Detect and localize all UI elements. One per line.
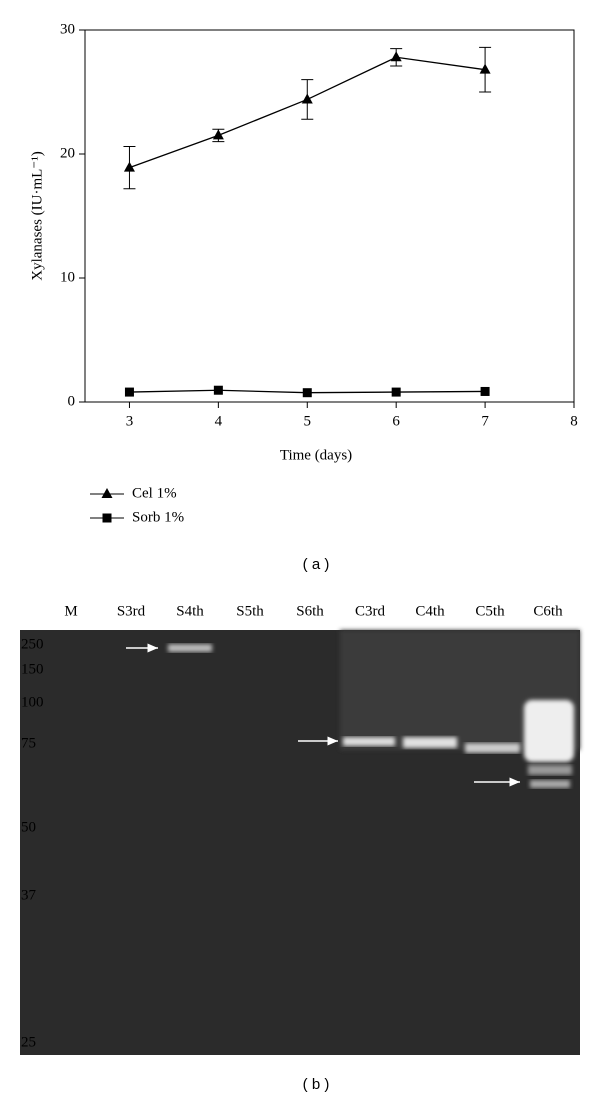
x-tick-label: 5 [304, 413, 312, 429]
gel-band [530, 780, 570, 788]
data-point [480, 386, 490, 396]
marker-label: 150 [21, 661, 44, 677]
y-tick-label: 30 [60, 21, 75, 37]
data-point [123, 161, 135, 172]
lane-label: S6th [296, 603, 324, 619]
x-tick-label: 7 [481, 413, 489, 429]
legend-label: Sorb 1% [132, 509, 184, 525]
caption: ( b ) [303, 1076, 330, 1093]
lane-label: S3rd [117, 603, 146, 619]
x-tick-label: 3 [126, 413, 134, 429]
marker-label: 37 [21, 887, 37, 903]
lane-label: M [64, 603, 77, 619]
caption: ( a ) [303, 556, 330, 573]
marker-label: 50 [21, 819, 36, 835]
gel-image [20, 630, 580, 1055]
x-tick-label: 6 [392, 413, 400, 429]
marker-label: 250 [21, 636, 44, 652]
data-point [479, 63, 491, 74]
marker-label: 75 [21, 735, 36, 751]
legend-marker [101, 488, 113, 498]
lane-label: S4th [176, 603, 204, 619]
marker-label: 100 [21, 694, 44, 710]
data-point [390, 51, 402, 62]
data-point [212, 129, 224, 140]
data-point [213, 385, 223, 395]
y-tick-label: 10 [60, 269, 75, 285]
gel-band [465, 743, 520, 753]
lane-label: S5th [236, 603, 264, 619]
lane-label: C5th [475, 603, 505, 619]
y-tick-label: 20 [60, 145, 75, 161]
y-tick-label: 0 [68, 393, 76, 409]
gel-band [168, 644, 212, 652]
data-point [301, 93, 313, 104]
data-point [124, 387, 134, 397]
lane-label: C6th [533, 603, 563, 619]
gel-band [528, 765, 572, 775]
plot-frame [84, 29, 575, 403]
x-tick-label: 8 [570, 413, 578, 429]
data-point [302, 388, 312, 398]
marker-label: 25 [21, 1034, 36, 1050]
legend-marker [102, 513, 112, 523]
legend-label: Cel 1% [132, 485, 177, 501]
lane-label: C4th [415, 603, 445, 619]
gel-band [403, 737, 457, 748]
data-point [391, 387, 401, 397]
y-axis-label: Xylanases (IU·mL⁻¹) [29, 151, 45, 280]
gel-band [524, 700, 574, 762]
lane-label: C3rd [355, 603, 386, 619]
x-tick-label: 4 [215, 413, 223, 429]
x-axis-label: Time (days) [280, 447, 352, 463]
gel-band [343, 737, 395, 746]
